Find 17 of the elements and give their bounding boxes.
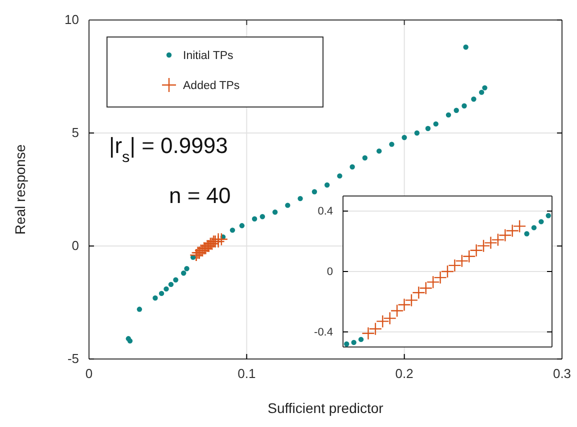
x-tick-label: 0.2	[395, 366, 414, 382]
y-tick-label: 10	[64, 12, 79, 28]
legend-label: Initial TPs	[183, 50, 234, 62]
y-tick-label: -5	[67, 351, 79, 366]
x-tick-label: 0.3	[552, 366, 572, 382]
y-tick-label: 5	[72, 125, 79, 140]
y-tick-label: 0.4	[318, 206, 333, 218]
legend-label: Added TPs	[183, 80, 240, 92]
annotation: n = 40	[169, 183, 231, 208]
x-tick-label: 0	[85, 366, 93, 382]
y-tick-label: -0.4	[314, 326, 333, 338]
y-axis-title: Real response	[12, 144, 28, 235]
x-axis-title: Sufficient predictor	[268, 400, 384, 416]
y-tick-label: 0	[326, 266, 333, 278]
y-tick-label: 0	[72, 238, 79, 254]
x-tick-label: 0.1	[238, 366, 256, 382]
annotation: |r$_{s}$| = 0.9993	[109, 133, 228, 166]
